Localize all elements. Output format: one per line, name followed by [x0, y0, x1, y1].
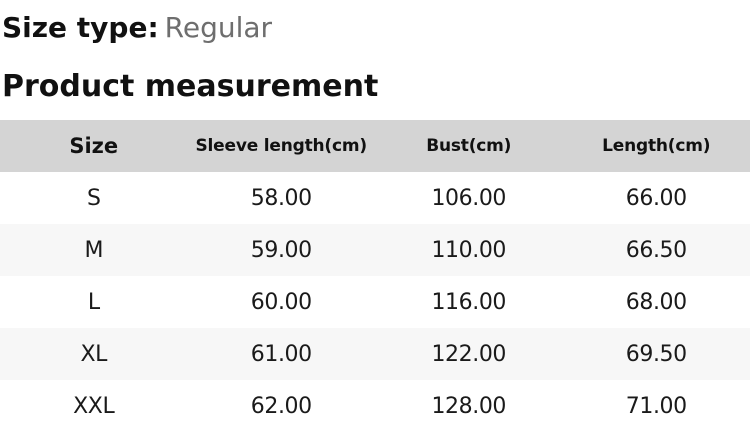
column-header-sleeve-length: Sleeve length(cm) — [188, 120, 376, 172]
cell-size: S — [0, 172, 188, 224]
table-row: L 60.00 116.00 68.00 — [0, 276, 750, 328]
table-row: XXL 62.00 128.00 71.00 — [0, 380, 750, 432]
cell-bust: 116.00 — [375, 276, 563, 328]
cell-sleeve-length: 59.00 — [188, 224, 376, 276]
size-type-value: Regular — [165, 11, 272, 44]
cell-sleeve-length: 58.00 — [188, 172, 376, 224]
cell-size: XXL — [0, 380, 188, 432]
table-row: XL 61.00 122.00 69.50 — [0, 328, 750, 380]
measurement-table: Size Sleeve length(cm) Bust(cm) Length(c… — [0, 120, 750, 432]
cell-length: 66.00 — [563, 172, 750, 224]
column-header-bust: Bust(cm) — [375, 120, 563, 172]
table-row: S 58.00 106.00 66.00 — [0, 172, 750, 224]
cell-size: L — [0, 276, 188, 328]
cell-bust: 122.00 — [375, 328, 563, 380]
column-header-length: Length(cm) — [563, 120, 750, 172]
size-type-line: Size type:Regular — [2, 12, 750, 44]
cell-sleeve-length: 60.00 — [188, 276, 376, 328]
table-row: M 59.00 110.00 66.50 — [0, 224, 750, 276]
cell-size: XL — [0, 328, 188, 380]
table-header-row: Size Sleeve length(cm) Bust(cm) Length(c… — [0, 120, 750, 172]
cell-bust: 110.00 — [375, 224, 563, 276]
table-body: S 58.00 106.00 66.00 M 59.00 110.00 66.5… — [0, 172, 750, 432]
cell-length: 69.50 — [563, 328, 750, 380]
cell-length: 68.00 — [563, 276, 750, 328]
column-header-size: Size — [0, 120, 188, 172]
cell-length: 71.00 — [563, 380, 750, 432]
cell-sleeve-length: 62.00 — [188, 380, 376, 432]
table-header: Size Sleeve length(cm) Bust(cm) Length(c… — [0, 120, 750, 172]
cell-bust: 106.00 — [375, 172, 563, 224]
cell-bust: 128.00 — [375, 380, 563, 432]
section-title: Product measurement — [2, 70, 750, 104]
cell-size: M — [0, 224, 188, 276]
size-type-label: Size type: — [2, 11, 159, 44]
cell-length: 66.50 — [563, 224, 750, 276]
cell-sleeve-length: 61.00 — [188, 328, 376, 380]
